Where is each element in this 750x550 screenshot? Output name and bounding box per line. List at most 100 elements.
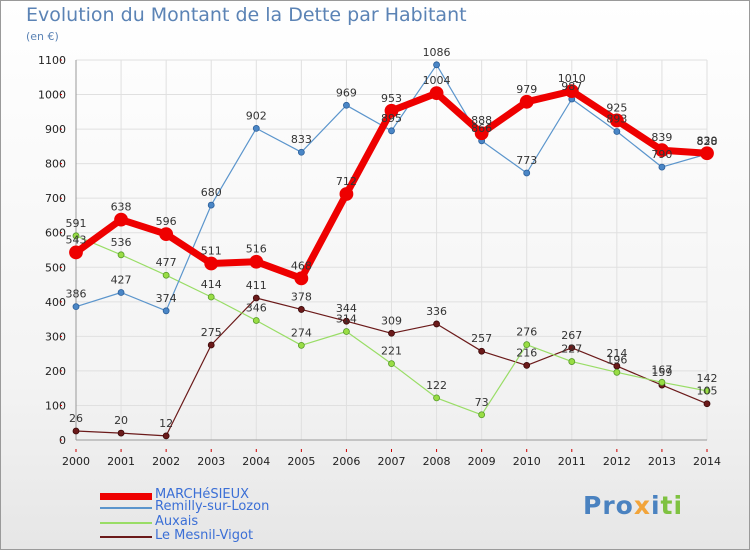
data-label-auxais: 122 — [426, 379, 447, 392]
data-label-march-sieux: 1010 — [558, 72, 586, 85]
data-label-remilly-sur-lozon: 833 — [291, 133, 312, 146]
proxiti-logo: Proxiti — [583, 491, 683, 520]
data-point-march-sieux — [655, 143, 669, 158]
data-point-le-mesnil-vigot — [433, 320, 440, 328]
data-point-remilly-sur-lozon — [613, 128, 621, 135]
data-label-march-sieux: 638 — [111, 201, 132, 214]
data-point-march-sieux — [294, 271, 309, 286]
data-point-le-mesnil-vigot — [388, 329, 395, 337]
data-point-march-sieux — [609, 113, 624, 128]
data-label-march-sieux: 1004 — [423, 74, 451, 87]
data-label-le-mesnil-vigot: 12 — [159, 417, 173, 430]
data-point-le-mesnil-vigot — [207, 341, 215, 349]
axis-layer: 0 100 200 300 400 500 600 700 800 900 1000 1100 2000… — [38, 54, 721, 468]
data-point-le-mesnil-vigot — [343, 317, 350, 325]
data-point-march-sieux — [339, 187, 354, 201]
data-point-march-sieux — [249, 254, 264, 269]
logo-part-2: x — [633, 491, 651, 520]
x-tick-label: 2008 — [423, 455, 451, 468]
legend-swatch — [100, 507, 152, 509]
y-tick-label: 400 — [45, 296, 66, 309]
series-layer — [69, 61, 714, 440]
data-point-auxais — [207, 293, 215, 301]
y-tick-label: 600 — [45, 227, 66, 240]
data-label-auxais: 276 — [516, 326, 537, 339]
data-point-le-mesnil-vigot — [252, 294, 260, 302]
data-point-march-sieux — [159, 227, 174, 242]
data-point-remilly-sur-lozon — [523, 169, 531, 177]
data-label-le-mesnil-vigot: 378 — [291, 290, 312, 303]
x-tick-label: 2003 — [197, 455, 225, 468]
data-label-march-sieux: 468 — [291, 259, 312, 272]
data-label-le-mesnil-vigot: 26 — [69, 412, 83, 425]
data-label-remilly-sur-lozon: 987 — [561, 80, 582, 93]
y-tick-label: 300 — [45, 330, 66, 343]
data-label-auxais: 414 — [201, 278, 222, 291]
data-label-le-mesnil-vigot: 344 — [336, 302, 357, 315]
data-label-le-mesnil-vigot: 267 — [561, 329, 582, 342]
x-tick-label: 2007 — [378, 455, 406, 468]
data-label-le-mesnil-vigot: 159 — [651, 366, 672, 379]
data-label-remilly-sur-lozon: 895 — [381, 112, 402, 125]
data-label-le-mesnil-vigot: 216 — [516, 346, 537, 359]
x-tick-label: 2004 — [242, 455, 270, 468]
x-tick-label: 2006 — [332, 455, 360, 468]
data-label-remilly-sur-lozon: 969 — [336, 86, 357, 99]
logo-part-4: ti — [660, 491, 684, 520]
data-point-le-mesnil-vigot — [117, 429, 125, 437]
data-point-remilly-sur-lozon — [343, 101, 350, 109]
data-label-march-sieux: 925 — [606, 101, 627, 114]
data-point-remilly-sur-lozon — [433, 61, 440, 69]
data-point-auxais — [297, 341, 305, 349]
data-point-le-mesnil-vigot — [568, 344, 576, 352]
data-point-march-sieux — [114, 212, 128, 227]
y-tick-label: 200 — [45, 365, 66, 378]
data-point-remilly-sur-lozon — [658, 163, 666, 171]
legend-label: Remilly-sur-Lozon — [155, 499, 270, 514]
data-point-remilly-sur-lozon — [252, 124, 260, 132]
data-label-le-mesnil-vigot: 275 — [201, 326, 222, 339]
logo-part-3: i — [650, 491, 661, 520]
y-tick-label: 800 — [45, 158, 66, 171]
data-label-remilly-sur-lozon: 386 — [66, 288, 87, 301]
legend-swatch — [100, 522, 152, 524]
legend-label: Le Mesnil-Vigot — [155, 528, 254, 543]
x-tick-label: 2005 — [287, 455, 315, 468]
data-point-remilly-sur-lozon — [72, 303, 80, 311]
data-point-le-mesnil-vigot — [523, 361, 531, 369]
data-label-remilly-sur-lozon: 773 — [516, 154, 537, 167]
y-tick-label: 0 — [59, 434, 66, 447]
data-label-remilly-sur-lozon: 790 — [651, 148, 672, 161]
data-label-remilly-sur-lozon: 902 — [246, 109, 267, 122]
data-label-auxais: 536 — [111, 236, 132, 249]
data-label-auxais: 274 — [291, 326, 312, 339]
x-tick-label: 2000 — [62, 455, 90, 468]
y-tick-label: 100 — [45, 399, 66, 412]
data-label-auxais: 346 — [246, 301, 267, 314]
data-label-march-sieux: 953 — [381, 92, 402, 105]
data-label-le-mesnil-vigot: 309 — [381, 314, 402, 327]
data-point-le-mesnil-vigot — [297, 306, 305, 313]
y-tick-label: 1100 — [38, 54, 66, 67]
data-label-auxais: 196 — [606, 353, 627, 366]
data-label-march-sieux: 979 — [516, 83, 537, 96]
data-label-remilly-sur-lozon: 866 — [471, 122, 492, 135]
data-label-auxais: 227 — [561, 343, 582, 356]
data-label-auxais: 221 — [381, 345, 402, 358]
data-label-layer: 543 638 596 511 516 468 712 953 1004 888 979 1010 92… — [66, 46, 718, 430]
x-tick-label: 2011 — [558, 455, 586, 468]
data-label-le-mesnil-vigot: 257 — [471, 332, 492, 345]
data-point-remilly-sur-lozon — [117, 289, 125, 296]
data-label-remilly-sur-lozon: 828 — [697, 135, 718, 148]
data-label-auxais: 142 — [697, 372, 718, 385]
data-point-march-sieux — [204, 256, 219, 271]
chart-unit: (en €) — [26, 30, 59, 43]
data-point-le-mesnil-vigot — [162, 432, 170, 440]
data-point-auxais — [388, 360, 395, 368]
legend-label: MARCHéSIEUX — [155, 487, 250, 502]
data-point-auxais — [343, 328, 350, 335]
data-point-auxais — [72, 232, 80, 240]
x-tick-label: 2012 — [603, 455, 631, 468]
x-tick-label: 2009 — [468, 455, 496, 468]
